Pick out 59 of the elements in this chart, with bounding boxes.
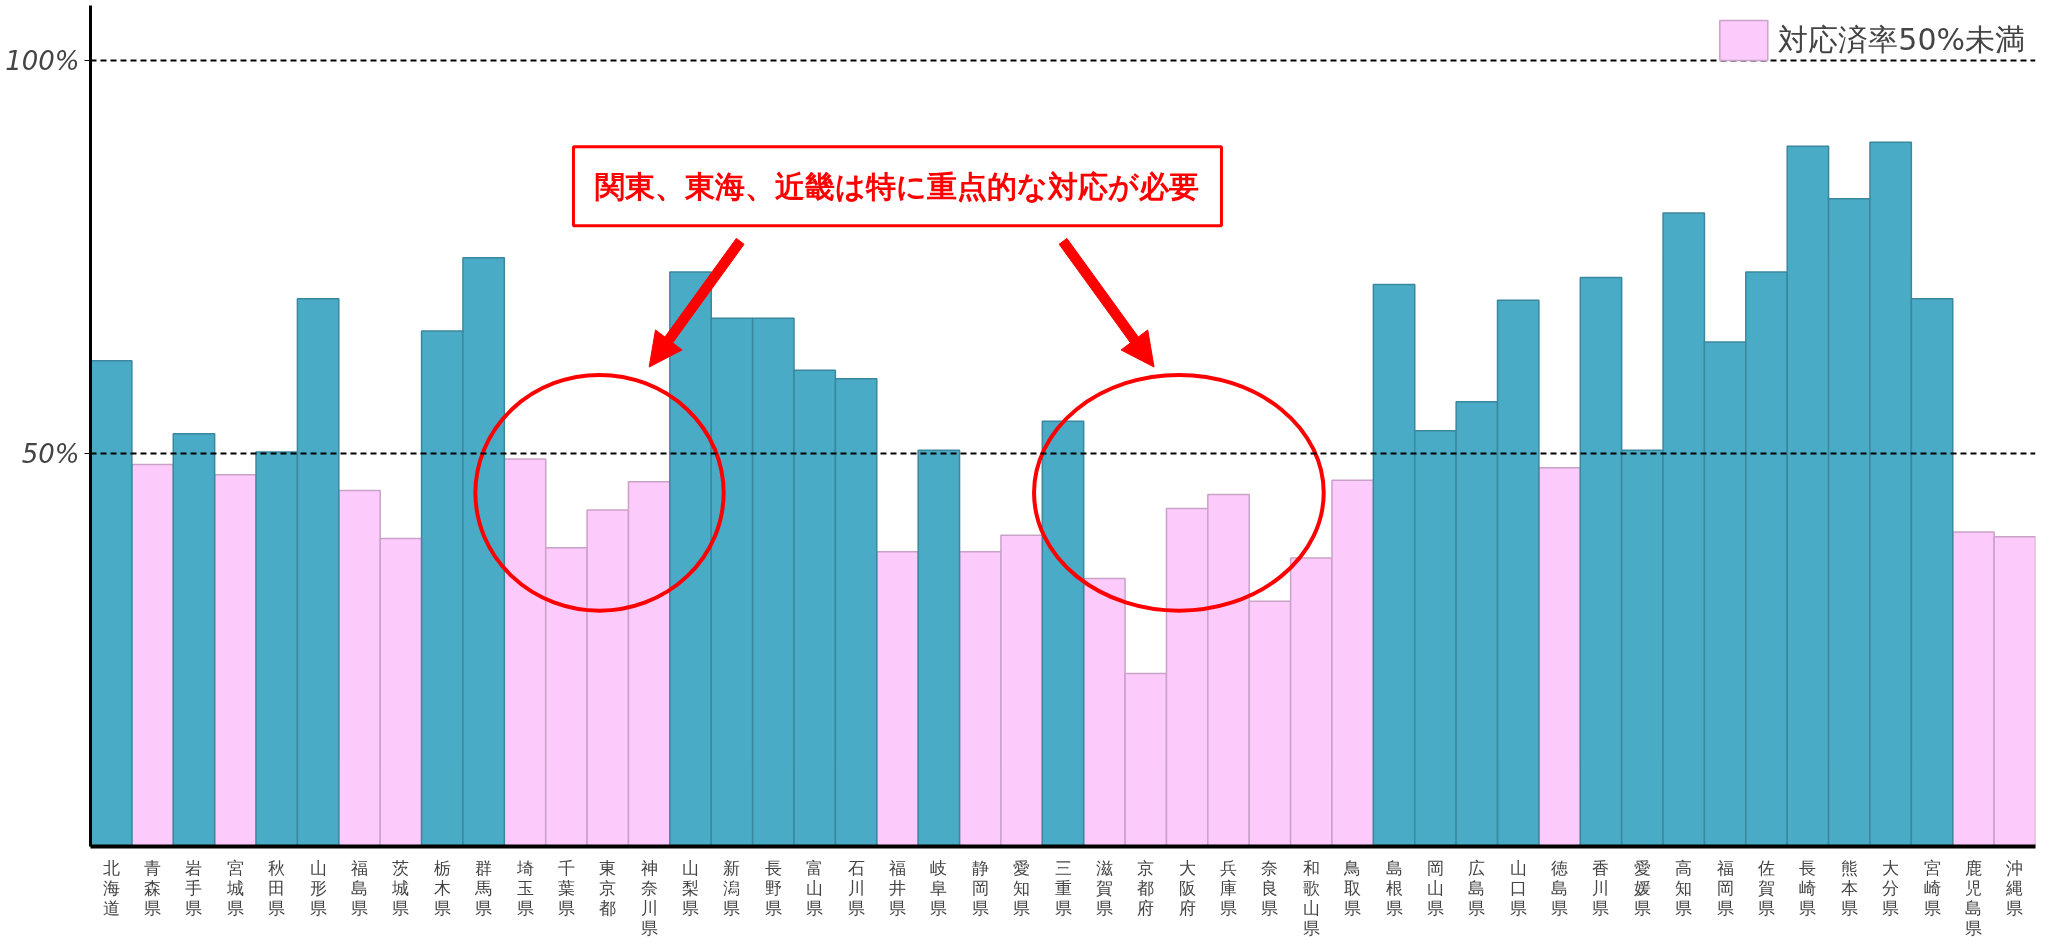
x-tick-label: 北海道 [102,857,120,918]
annotation: 関東、東海、近畿は特に重点的な対応が必要 [595,168,1200,204]
x-tick-label: 島根県 [1385,857,1403,918]
x-tick-label: 埼玉県 [515,857,534,918]
x-tick-label: 栃木県 [433,857,451,918]
x-tick-label: 岐阜県 [930,857,948,918]
x-tick-label: 秋田県 [268,857,286,918]
x-tick-label: 千葉県 [557,857,575,918]
x-tick-label: 熊本県 [1840,857,1858,918]
x-tick-label: 東京都 [599,857,617,918]
legend-label: 対応済率50%未満 [1778,20,2025,59]
x-tick-label: 京都府 [1137,857,1155,918]
x-tick-label: 大阪府 [1178,857,1196,918]
x-tick-label: 山形県 [309,857,327,918]
x-tick-label: 鹿児島県 [1964,857,1982,938]
bar [213,473,257,847]
x-tick-label: 宮城県 [225,857,244,918]
y-tick-label: 100% [5,45,80,76]
x-tick-label: 静岡県 [971,857,989,918]
bar [1041,420,1085,847]
x-tick-label: 奈良県 [1261,857,1279,918]
x-tick-label: 新潟県 [723,857,741,918]
x-tick-label: 宮崎県 [1923,857,1941,918]
bar [917,449,961,847]
bar [876,551,919,847]
x-tick-label: 兵庫県 [1220,857,1238,918]
bar [90,360,133,847]
bar [172,433,216,847]
x-tick-label: 福井県 [888,857,906,918]
x-tick-label: 和歌山県 [1302,857,1320,938]
x-tick-label: 山口県 [1509,857,1527,918]
x-tick-label: 福島県 [350,857,368,918]
x-tick-label: 高知県 [1675,857,1693,918]
x-tick-label: 群馬県 [474,857,493,918]
x-tick-label: 青森県 [144,857,162,918]
x-tick-label: 滋賀県 [1095,857,1113,918]
x-tick-label: 徳島県 [1551,857,1569,918]
x-tick-label: 石川県 [847,857,865,918]
x-tick-label: 神奈川県 [640,857,658,938]
x-tick-label: 大分県 [1882,857,1900,918]
x-tick-label: 広島県 [1468,857,1486,918]
x-tick-label: 山梨県 [682,857,700,918]
x-tick-label: 香川県 [1592,857,1610,918]
x-tick-label: 愛媛県 [1633,857,1651,918]
x-tick-label: 長野県 [764,857,782,918]
x-tick-label: 佐賀県 [1758,857,1776,918]
x-tick-label: 沖縄県 [2005,857,2024,918]
y-tick-label: 50% [21,438,80,469]
x-tick-label: 愛知県 [1013,857,1031,918]
bar [1538,466,1582,847]
bar [131,463,175,847]
x-tick-label: 長崎県 [1799,857,1817,918]
x-tick-label: 茨城県 [391,857,410,918]
x-tick-label: 岡山県 [1426,857,1444,918]
x-tick-label: 富山県 [806,857,824,918]
x-tick-label: 福岡県 [1716,857,1734,918]
x-tick-label: 岩手県 [185,857,203,918]
x-tick-label: 三重県 [1054,857,1072,918]
x-tick-label: 鳥取県 [1343,857,1362,918]
